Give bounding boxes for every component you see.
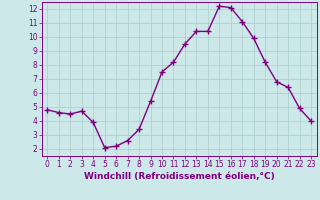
X-axis label: Windchill (Refroidissement éolien,°C): Windchill (Refroidissement éolien,°C) — [84, 172, 275, 181]
